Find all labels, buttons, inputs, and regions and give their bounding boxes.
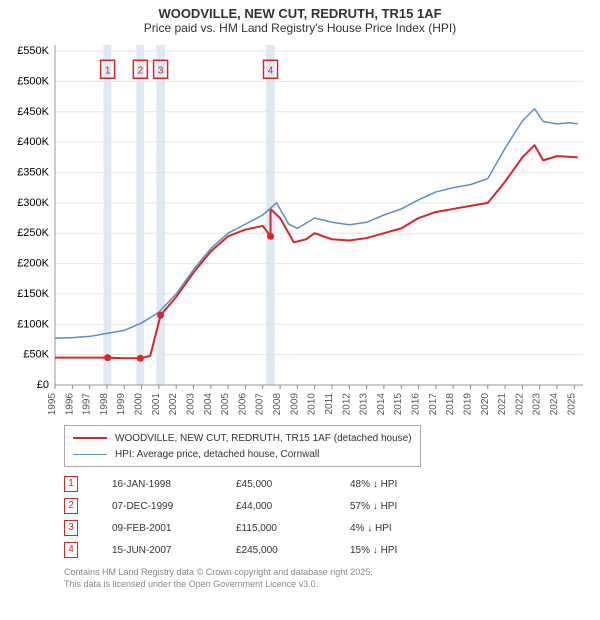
marker-label: 1 [105, 65, 111, 76]
x-tick-label: 2023 [532, 393, 543, 416]
x-tick-label: 2008 [272, 393, 283, 416]
x-tick-label: 2017 [428, 393, 439, 416]
footer-line1: Contains HM Land Registry data © Crown c… [64, 567, 592, 579]
x-tick-label: 1996 [64, 393, 75, 416]
x-tick-label: 2022 [514, 393, 525, 416]
event-marker: 4 [64, 542, 78, 558]
y-tick-label: £400K [17, 136, 49, 148]
x-tick-label: 2019 [462, 393, 473, 416]
y-tick-label: £0 [37, 379, 49, 391]
events-table: 1 16-JAN-1998£45,00048% ↓ HPI 2 07-DEC-1999… [64, 473, 592, 561]
event-date: 07-DEC-1999 [112, 495, 236, 517]
x-tick-label: 2000 [134, 393, 145, 416]
x-tick-label: 2013 [359, 393, 370, 416]
page-title: WOODVILLE, NEW CUT, REDRUTH, TR15 1AF [0, 6, 600, 21]
event-price: £45,000 [236, 473, 350, 495]
y-tick-label: £350K [17, 167, 49, 179]
y-tick-label: £250K [17, 227, 49, 239]
page-subtitle: Price paid vs. HM Land Registry's House … [0, 21, 600, 35]
x-tick-label: 2024 [549, 393, 560, 416]
x-tick-label: 2010 [307, 393, 318, 416]
footer-line2: This data is licensed under the Open Gov… [64, 579, 592, 591]
y-tick-label: £150K [17, 288, 49, 300]
x-tick-label: 2003 [185, 393, 196, 416]
event-date: 15-JUN-2007 [112, 539, 236, 561]
event-price: £245,000 [236, 539, 350, 561]
table-row: 1 16-JAN-1998£45,00048% ↓ HPI [64, 473, 411, 495]
table-row: 4 15-JUN-2007£245,00015% ↓ HPI [64, 539, 411, 561]
legend-label: WOODVILLE, NEW CUT, REDRUTH, TR15 1AF (d… [115, 433, 412, 444]
event-date: 09-FEB-2001 [112, 517, 236, 539]
event-price: £44,000 [236, 495, 350, 517]
x-tick-label: 2004 [203, 393, 214, 416]
marker-label: 2 [138, 65, 144, 76]
x-tick-label: 2011 [324, 393, 335, 415]
legend: WOODVILLE, NEW CUT, REDRUTH, TR15 1AF (d… [64, 425, 421, 467]
event-marker: 2 [64, 498, 78, 514]
legend-swatch [73, 454, 107, 455]
y-tick-label: £450K [17, 106, 49, 118]
event-date: 16-JAN-1998 [112, 473, 236, 495]
x-tick-label: 2001 [151, 393, 162, 416]
event-delta: 57% ↓ HPI [350, 495, 411, 517]
event-delta: 4% ↓ HPI [350, 517, 411, 539]
event-delta: 15% ↓ HPI [350, 539, 411, 561]
x-tick-label: 2012 [341, 393, 352, 416]
sale-point [157, 312, 164, 319]
chart-svg: £0 £50K £100K £150K £200K £250K £300K £350K £400… [5, 39, 595, 419]
x-tick-label: 2007 [255, 393, 266, 416]
y-tick-label: £50K [23, 349, 49, 361]
x-tick-label: 2021 [497, 393, 508, 416]
y-tick-label: £500K [17, 75, 49, 87]
marker-label: 3 [158, 65, 164, 76]
sale-point [104, 354, 111, 361]
event-delta: 48% ↓ HPI [350, 473, 411, 495]
x-tick-label: 2018 [445, 393, 456, 416]
sale-band [156, 45, 165, 385]
legend-item: WOODVILLE, NEW CUT, REDRUTH, TR15 1AF (d… [73, 430, 412, 446]
chart: £0 £50K £100K £150K £200K £250K £300K £350K £400… [5, 39, 595, 419]
event-price: £115,000 [236, 517, 350, 539]
legend-swatch [73, 437, 107, 439]
x-tick-label: 2016 [411, 393, 422, 416]
event-marker: 3 [64, 520, 78, 536]
y-tick-label: £100K [17, 318, 49, 330]
x-tick-label: 2015 [393, 393, 404, 416]
y-tick-label: £200K [17, 258, 49, 270]
sale-band [136, 45, 144, 385]
y-tick-label: £300K [17, 197, 49, 209]
x-tick-label: 2006 [237, 393, 248, 416]
legend-item: HPI: Average price, detached house, Corn… [73, 446, 412, 462]
table-row: 2 07-DEC-1999£44,00057% ↓ HPI [64, 495, 411, 517]
sale-point [137, 355, 144, 362]
x-tick-label: 2005 [220, 393, 231, 416]
x-tick-label: 2025 [566, 393, 577, 416]
sale-point [267, 233, 274, 240]
x-tick-label: 1995 [47, 393, 58, 416]
x-tick-label: 2020 [480, 393, 491, 416]
footer: Contains HM Land Registry data © Crown c… [64, 567, 592, 590]
legend-label: HPI: Average price, detached house, Corn… [115, 449, 319, 460]
table-row: 3 09-FEB-2001£115,0004% ↓ HPI [64, 517, 411, 539]
x-tick-label: 1998 [99, 393, 110, 416]
y-tick-label: £550K [17, 45, 49, 57]
x-tick-label: 1999 [116, 393, 127, 416]
x-tick-label: 2002 [168, 393, 179, 416]
x-tick-label: 1997 [82, 393, 93, 416]
x-tick-label: 2014 [376, 393, 387, 416]
marker-label: 4 [268, 65, 274, 76]
event-marker: 1 [64, 476, 78, 492]
x-tick-label: 2009 [289, 393, 300, 416]
